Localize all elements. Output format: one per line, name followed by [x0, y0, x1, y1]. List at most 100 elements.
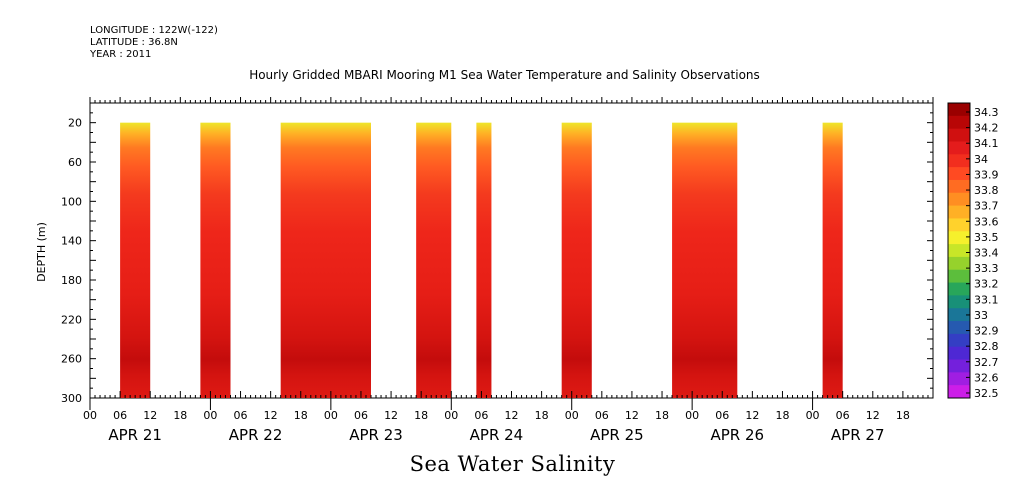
colorbar-label: 32.5: [974, 387, 999, 400]
colorbar-swatch: [948, 321, 970, 335]
day-label: APR 26: [711, 426, 765, 444]
colorbar-swatch: [948, 179, 970, 194]
colorbar-swatch: [948, 346, 970, 361]
y-tick-label: 20: [68, 117, 82, 130]
colorbar-swatch: [948, 359, 970, 373]
colorbar-swatch: [948, 218, 970, 232]
colorbar-swatch: [948, 167, 970, 181]
data-segment-3: [280, 122, 371, 399]
y-axis-label: DEPTH (m): [35, 222, 48, 282]
colorbar-label: 33.6: [974, 215, 999, 228]
chart-title: Hourly Gridded MBARI Mooring M1 Sea Wate…: [249, 68, 760, 82]
x-tick-label: 06: [836, 409, 850, 422]
x-tick-label: 12: [745, 409, 759, 422]
x-tick-label: 12: [264, 409, 278, 422]
longitude-label: LONGITUDE : 122W(-122): [90, 25, 218, 36]
colorbar-swatch: [948, 205, 970, 219]
data-segment-4: [416, 122, 452, 399]
colorbar-label: 34.2: [974, 122, 999, 135]
y-tick-label: 140: [61, 235, 82, 248]
year-label: YEAR : 2011: [90, 49, 152, 60]
x-tick-label: 18: [896, 409, 910, 422]
colorbar-label: 32.6: [974, 371, 999, 384]
colorbar-frame: [947, 102, 971, 399]
data-segment-8: [822, 122, 843, 399]
colorbar-label: 34.1: [974, 137, 999, 150]
colorbar-swatch: [948, 295, 970, 309]
colorbar-swatch: [948, 372, 970, 386]
x-axis: 00 06 12 18 00 06 12 18 00 06 12 18 00 06 12 18 00 06 12 18…: [83, 97, 934, 444]
x-tick-label: 12: [505, 409, 519, 422]
x-tick-label: 12: [384, 409, 398, 422]
variable-label: Sea Water Salinity: [409, 452, 616, 476]
colorbar-swatch: [948, 231, 970, 245]
x-tick-label: 18: [294, 409, 308, 422]
y-tick-label: 300: [61, 392, 82, 405]
x-tick-label: 00: [203, 409, 217, 422]
colorbar-swatch: [948, 282, 970, 296]
data-segment-5: [476, 122, 492, 399]
x-tick-label: 18: [655, 409, 669, 422]
y-tick-label: 260: [61, 353, 82, 366]
x-tick-label: 18: [173, 409, 187, 422]
data-segment-6: [561, 122, 592, 399]
y-tick-label: 180: [61, 274, 82, 287]
x-tick-label: 00: [685, 409, 699, 422]
x-tick-label: 00: [324, 409, 338, 422]
colorbar-label: 34: [974, 153, 988, 166]
colorbar-label: 33.4: [974, 247, 999, 260]
x-tick-label: 00: [83, 409, 97, 422]
y-tick-label: 100: [61, 195, 82, 208]
colorbar-swatch: [948, 269, 970, 284]
x-tick-label: 00: [565, 409, 579, 422]
colorbar-label: 34.3: [974, 106, 999, 119]
colorbar-swatch: [948, 141, 970, 155]
x-tick-label: 18: [414, 409, 428, 422]
colorbar: 34.3 34.2 34.1 34 33.9 33.8 33.7 33.6 33.5 33.4 33…: [947, 102, 999, 400]
x-tick-label: 12: [866, 409, 880, 422]
colorbar-label: 33.7: [974, 200, 999, 213]
y-axis: 20 60 100 140 180 220 260 300: [61, 112, 933, 405]
day-label: APR 23: [349, 426, 403, 444]
data-segments: [120, 122, 843, 399]
latitude-label: LATITUDE : 36.8N: [90, 37, 178, 48]
x-tick-label: 18: [775, 409, 789, 422]
x-tick-label: 12: [625, 409, 639, 422]
colorbar-label: 33.1: [974, 293, 999, 306]
x-tick-label: 18: [535, 409, 549, 422]
colorbar-swatch: [948, 115, 970, 130]
colorbar-swatch: [948, 192, 970, 207]
data-segment-2: [200, 122, 231, 399]
day-label: APR 27: [831, 426, 885, 444]
colorbar-label: 33: [974, 309, 988, 322]
colorbar-swatch: [948, 154, 970, 168]
x-tick-label: 06: [113, 409, 127, 422]
x-tick-label: 06: [234, 409, 248, 422]
colorbar-label: 33.2: [974, 278, 999, 291]
x-tick-label: 12: [143, 409, 157, 422]
x-tick-label: 00: [806, 409, 820, 422]
x-tick-label: 06: [595, 409, 609, 422]
colorbar-swatch: [948, 103, 970, 117]
colorbar-label: 33.5: [974, 231, 999, 244]
day-label: APR 24: [470, 426, 524, 444]
day-label: APR 22: [229, 426, 283, 444]
day-label: APR 21: [108, 426, 162, 444]
colorbar-label: 33.3: [974, 262, 999, 275]
x-tick-label: 06: [715, 409, 729, 422]
day-label: APR 25: [590, 426, 644, 444]
colorbar-swatch: [948, 256, 970, 271]
x-tick-label: 06: [474, 409, 488, 422]
y-tick-label: 60: [68, 156, 82, 169]
colorbar-swatch: [948, 385, 970, 399]
colorbar-label: 33.9: [974, 168, 999, 181]
colorbar-label: 32.7: [974, 356, 999, 369]
colorbar-swatch: [948, 333, 970, 348]
colorbar-label: 33.8: [974, 184, 999, 197]
colorbar-swatch: [948, 128, 970, 142]
x-tick-label: 06: [354, 409, 368, 422]
colorbar-swatch: [948, 244, 970, 258]
data-segment-1: [120, 122, 151, 399]
colorbar-label: 32.9: [974, 325, 999, 338]
